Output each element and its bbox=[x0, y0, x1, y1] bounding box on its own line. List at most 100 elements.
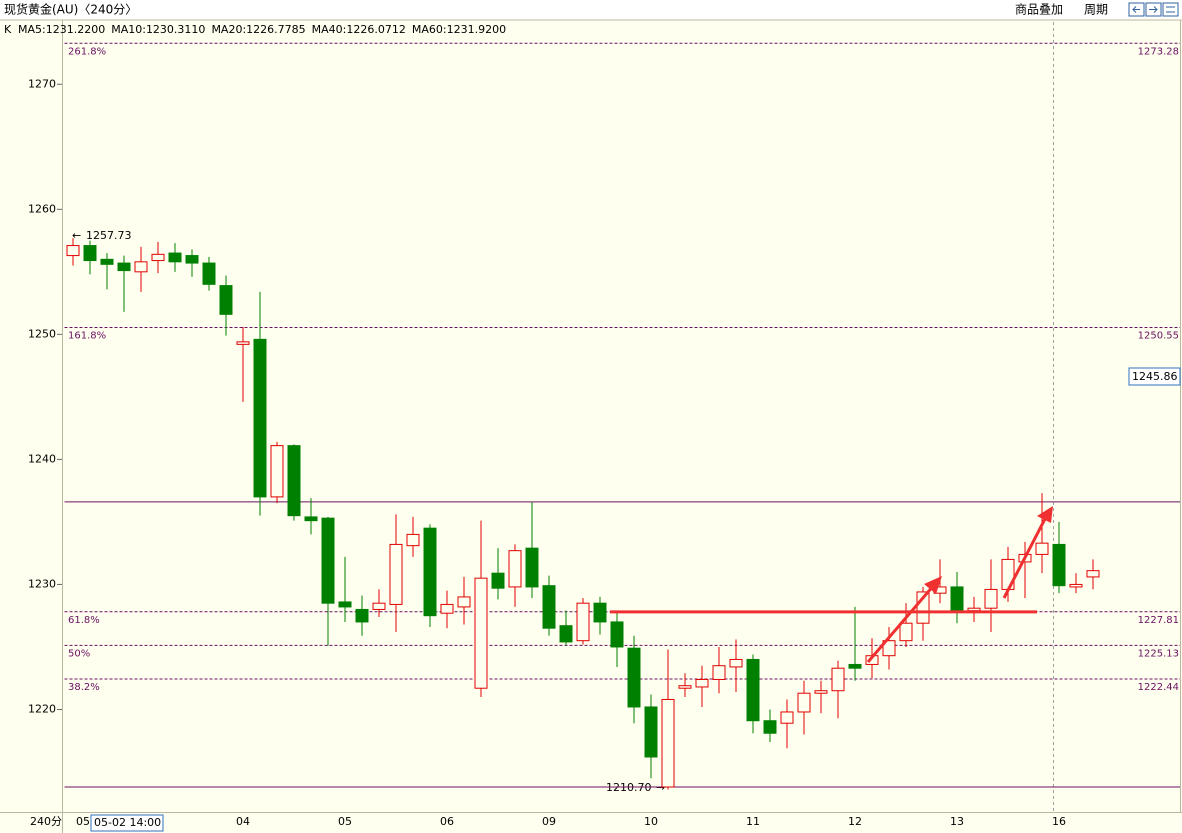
candle-body bbox=[508, 550, 522, 588]
x-tick-label: 16 bbox=[1052, 815, 1066, 828]
candle-body bbox=[593, 602, 607, 623]
fib-level-value: 1225.13 bbox=[1138, 648, 1179, 659]
candle-body bbox=[627, 647, 641, 708]
candle-body bbox=[882, 640, 896, 657]
candle-body bbox=[270, 445, 284, 498]
candle-body bbox=[100, 258, 114, 265]
chart-title: 现货黄金(AU)〈240分〉 bbox=[4, 2, 137, 17]
candle-body bbox=[151, 253, 165, 262]
candle-body bbox=[321, 517, 335, 604]
low-annotation: 1210.70 bbox=[606, 781, 652, 794]
y-tick-label: 1240 bbox=[28, 452, 56, 465]
high-arrow: ← bbox=[72, 229, 81, 242]
candle-body bbox=[661, 698, 675, 788]
candle-body bbox=[372, 602, 386, 610]
cursor-x-label: 05-02 14:00 bbox=[94, 816, 161, 829]
y-tick-label: 1270 bbox=[28, 77, 56, 90]
candle-body bbox=[389, 543, 403, 605]
fib-level-value: 1250.55 bbox=[1138, 330, 1179, 341]
candle-body bbox=[168, 252, 182, 263]
trend-arrows bbox=[866, 506, 1053, 663]
candle-body bbox=[457, 596, 471, 608]
candle-body bbox=[202, 262, 216, 285]
candle-body bbox=[695, 678, 709, 688]
candle-body bbox=[984, 588, 998, 609]
candle-body bbox=[117, 262, 131, 272]
nav-icons[interactable] bbox=[1128, 2, 1179, 17]
y-tick-label: 1260 bbox=[28, 202, 56, 215]
candle-body bbox=[440, 603, 454, 614]
candle-body bbox=[797, 692, 811, 713]
candle-body bbox=[950, 586, 964, 612]
fib-level-value: 1273.28 bbox=[1138, 46, 1179, 57]
x-tick-label: 10 bbox=[644, 815, 658, 828]
candle-body bbox=[423, 527, 437, 617]
high-annotation: 1257.73 bbox=[86, 229, 132, 242]
candle-body bbox=[406, 533, 420, 547]
candle-body bbox=[576, 602, 590, 642]
candle-body bbox=[236, 341, 250, 345]
candle-body bbox=[338, 601, 352, 608]
candle-body bbox=[712, 665, 726, 680]
candle-body bbox=[1086, 570, 1100, 578]
candle-body bbox=[678, 685, 692, 689]
legend-entry: MA5:1231.2200 bbox=[18, 23, 105, 36]
x-tick-label: 09 bbox=[542, 815, 556, 828]
fib-level-label: 38.2% bbox=[68, 682, 100, 693]
candle-body bbox=[355, 608, 369, 623]
candle-body bbox=[746, 658, 760, 722]
header-bar bbox=[0, 0, 1182, 20]
low-arrow: → bbox=[656, 781, 665, 794]
candle-body bbox=[304, 516, 318, 522]
candle-body bbox=[253, 338, 267, 498]
fib-level-label: 161.8% bbox=[68, 330, 106, 341]
y-tick-label: 1220 bbox=[28, 702, 56, 715]
candle-body bbox=[780, 711, 794, 724]
period-label: 240分 bbox=[30, 815, 62, 828]
candle-body bbox=[66, 245, 80, 257]
candle-body bbox=[644, 706, 658, 758]
x-tick-label: 05 bbox=[76, 815, 90, 828]
candle-body bbox=[559, 625, 573, 643]
legend-entry: MA60:1231.9200 bbox=[412, 23, 506, 36]
x-tick-label: 06 bbox=[440, 815, 454, 828]
fib-level-label: 261.8% bbox=[68, 46, 106, 57]
period-button[interactable]: 周期 bbox=[1084, 3, 1108, 17]
legend-entry: MA20:1226.7785 bbox=[211, 23, 305, 36]
candle-body bbox=[219, 285, 233, 315]
legend-prefix: K bbox=[4, 23, 12, 36]
fib-level-label: 50% bbox=[68, 648, 90, 659]
candle-body bbox=[287, 445, 301, 517]
candle-body bbox=[763, 720, 777, 734]
fib-level-value: 1222.44 bbox=[1138, 682, 1179, 693]
fib-level-label: 61.8% bbox=[68, 615, 100, 626]
candle-body bbox=[134, 261, 148, 273]
candle-body bbox=[814, 690, 828, 694]
cursor-y-box bbox=[1128, 367, 1181, 386]
candle-body bbox=[1035, 542, 1049, 555]
candle-body bbox=[1052, 543, 1066, 587]
candle-body bbox=[831, 667, 845, 692]
candle-body bbox=[899, 622, 913, 642]
candle-body bbox=[610, 621, 624, 648]
y-tick-label: 1230 bbox=[28, 577, 56, 590]
candle-body bbox=[729, 658, 743, 668]
candle-body bbox=[848, 663, 862, 669]
cursor-x-box bbox=[90, 814, 164, 832]
candle-body bbox=[1069, 583, 1083, 588]
candle-body bbox=[967, 607, 981, 612]
candle-body bbox=[542, 585, 556, 629]
legend-entry: MA10:1230.3110 bbox=[111, 23, 205, 36]
overlay-button[interactable]: 商品叠加 bbox=[1015, 2, 1063, 17]
fib-level-value: 1227.81 bbox=[1138, 615, 1179, 626]
plot: MA5:1231.2200 MA10:1230.3110 MA20:1226.778… bbox=[18, 23, 1180, 828]
candle-body bbox=[185, 255, 199, 264]
cursor-y-label: 1245.86 bbox=[1132, 370, 1178, 383]
legend-entry: MA40:1226.0712 bbox=[312, 23, 406, 36]
y-tick-label: 1250 bbox=[28, 327, 56, 340]
x-tick-label: 13 bbox=[950, 815, 964, 828]
candle-body bbox=[491, 572, 505, 589]
x-tick-label: 05 bbox=[338, 815, 352, 828]
